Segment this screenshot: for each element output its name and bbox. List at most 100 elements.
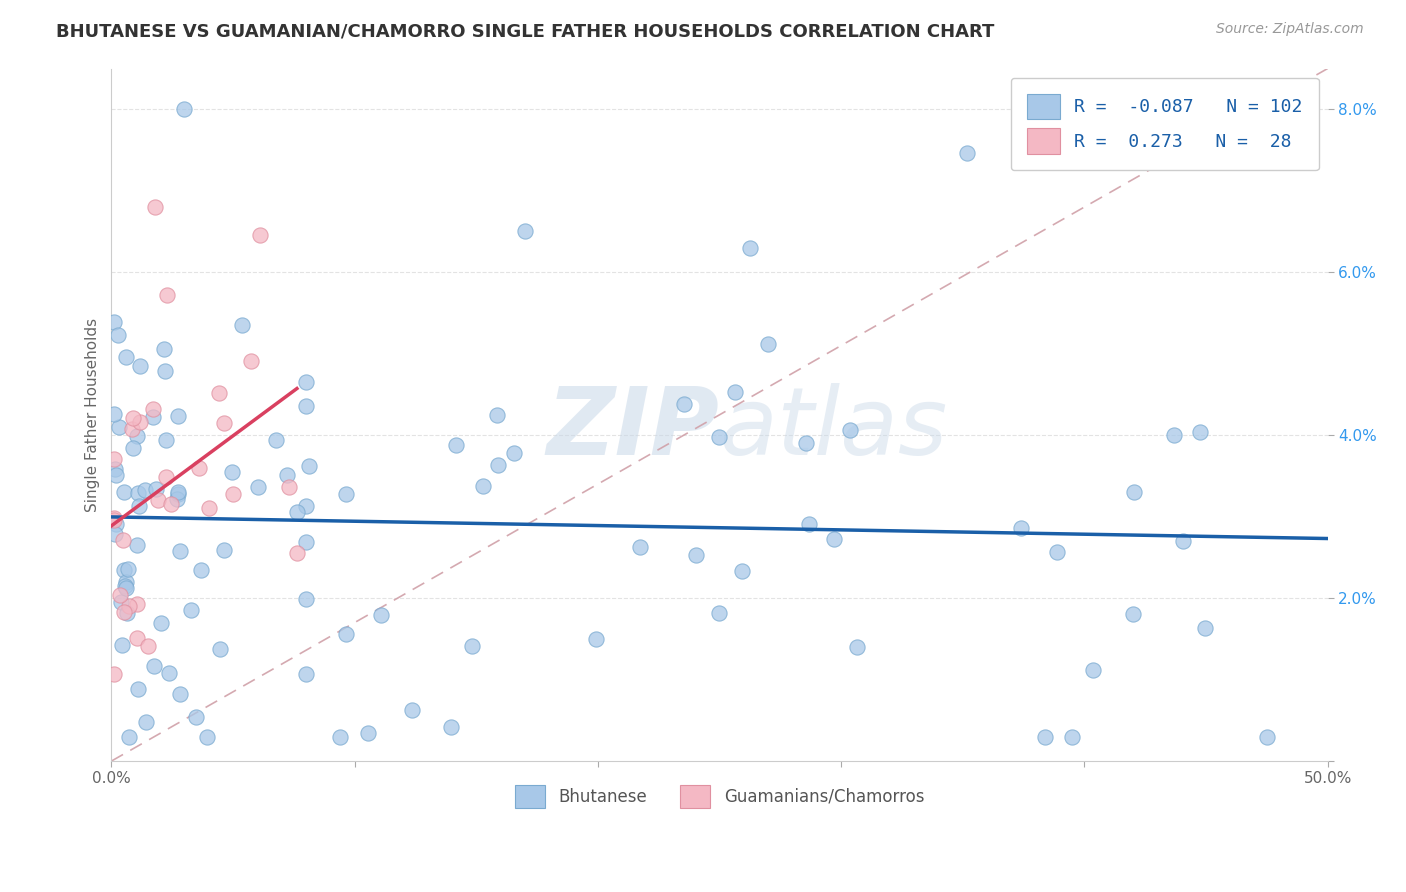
Point	[799, 516, 821, 531]
Point	[197, 730, 219, 744]
Point	[129, 359, 152, 374]
Text: ZIP: ZIP	[547, 383, 720, 475]
Point	[839, 423, 862, 437]
Point	[104, 516, 127, 531]
Point	[180, 603, 202, 617]
Point	[585, 632, 607, 646]
Point	[117, 562, 139, 576]
Point	[143, 200, 166, 214]
Point	[125, 598, 148, 612]
Point	[955, 146, 977, 161]
Point	[127, 486, 149, 500]
Point	[150, 615, 173, 630]
Point	[108, 420, 131, 434]
Point	[125, 429, 148, 443]
Point	[287, 505, 309, 519]
Point	[142, 409, 165, 424]
Point	[142, 659, 165, 673]
Point	[628, 540, 651, 554]
Point	[118, 730, 141, 744]
Point	[370, 608, 392, 623]
Point	[155, 433, 177, 447]
Point	[707, 606, 730, 620]
Point	[115, 351, 138, 365]
Point	[209, 642, 232, 657]
Point	[118, 599, 141, 613]
Point	[156, 287, 179, 301]
Point	[167, 486, 190, 500]
Legend: Bhutanese, Guamanians/Chamorros: Bhutanese, Guamanians/Chamorros	[508, 778, 931, 815]
Point	[110, 595, 132, 609]
Point	[142, 402, 165, 417]
Point	[115, 581, 138, 595]
Point	[173, 102, 195, 116]
Point	[135, 715, 157, 730]
Point	[446, 437, 468, 451]
Point	[298, 458, 321, 473]
Point	[1122, 484, 1144, 499]
Point	[103, 510, 125, 524]
Point	[1081, 663, 1104, 677]
Point	[112, 606, 135, 620]
Point	[1163, 427, 1185, 442]
Point	[111, 533, 134, 547]
Point	[222, 487, 245, 501]
Point	[104, 462, 127, 476]
Point	[103, 315, 125, 329]
Point	[1194, 621, 1216, 635]
Point	[125, 538, 148, 552]
Point	[673, 397, 696, 411]
Point	[845, 640, 868, 654]
Text: atlas: atlas	[720, 384, 948, 475]
Point	[112, 563, 135, 577]
Point	[103, 667, 125, 681]
Point	[823, 532, 845, 546]
Point	[329, 730, 352, 744]
Point	[167, 409, 190, 424]
Point	[278, 480, 301, 494]
Point	[1171, 534, 1194, 549]
Point	[212, 542, 235, 557]
Point	[1256, 730, 1278, 744]
Point	[295, 499, 318, 513]
Point	[169, 687, 191, 701]
Point	[335, 487, 357, 501]
Point	[111, 638, 134, 652]
Point	[357, 726, 380, 740]
Point	[724, 384, 747, 399]
Point	[239, 354, 262, 368]
Point	[794, 436, 817, 450]
Point	[122, 411, 145, 425]
Point	[190, 563, 212, 577]
Point	[295, 535, 318, 549]
Point	[276, 467, 298, 482]
Point	[125, 631, 148, 645]
Point	[103, 513, 125, 527]
Point	[208, 386, 231, 401]
Point	[709, 430, 731, 444]
Point	[103, 407, 125, 421]
Point	[264, 433, 287, 447]
Point	[112, 485, 135, 500]
Point	[128, 499, 150, 513]
Point	[114, 579, 136, 593]
Point	[685, 548, 707, 562]
Point	[134, 483, 156, 497]
Point	[212, 416, 235, 430]
Point	[155, 469, 177, 483]
Point	[148, 492, 170, 507]
Point	[221, 465, 243, 479]
Text: Source: ZipAtlas.com: Source: ZipAtlas.com	[1216, 22, 1364, 37]
Point	[115, 575, 138, 590]
Point	[1122, 607, 1144, 622]
Point	[249, 227, 271, 242]
Point	[335, 627, 357, 641]
Point	[486, 458, 509, 472]
Point	[513, 225, 536, 239]
Point	[1188, 425, 1211, 440]
Point	[1046, 545, 1069, 559]
Point	[105, 468, 128, 483]
Point	[247, 479, 270, 493]
Y-axis label: Single Father Households: Single Father Households	[86, 318, 100, 512]
Point	[117, 606, 139, 620]
